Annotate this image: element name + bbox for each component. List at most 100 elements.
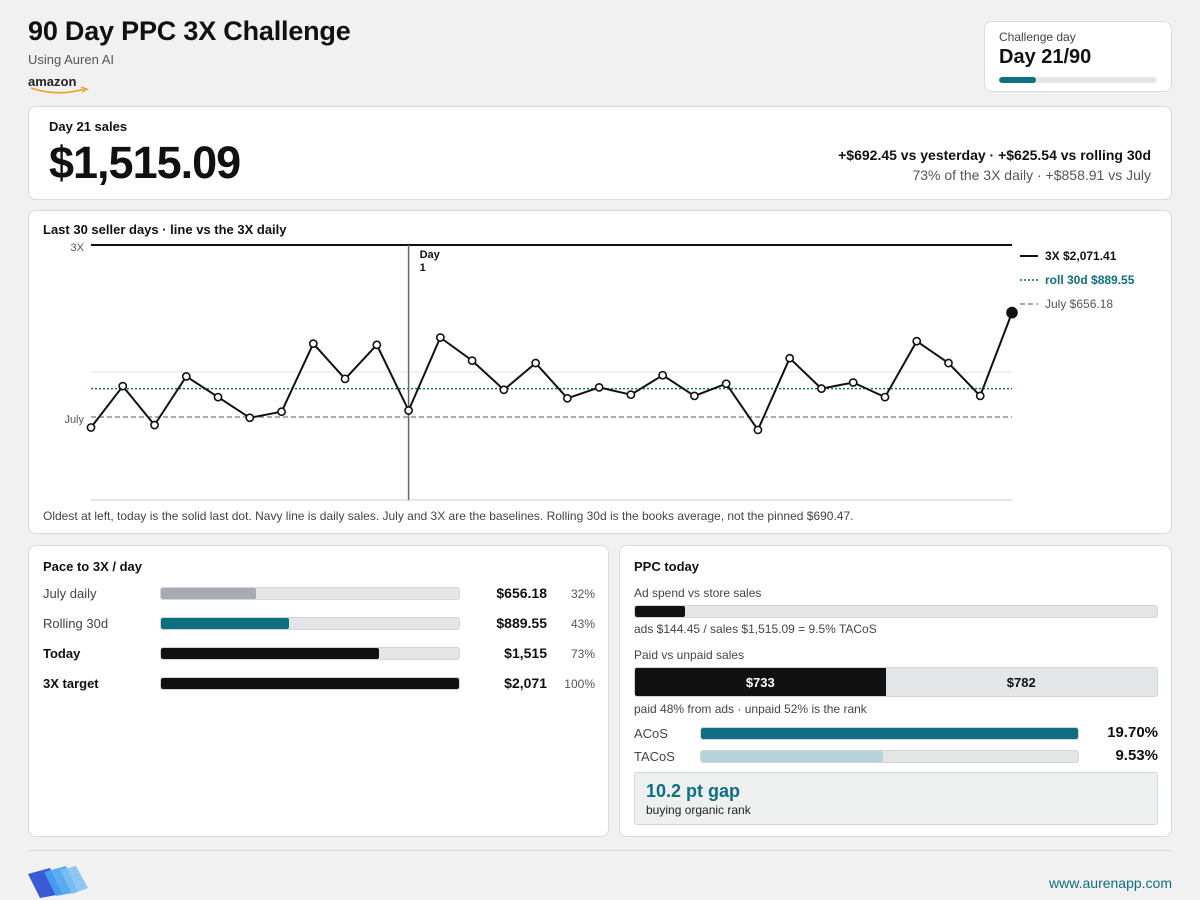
pace-row-label: Today (43, 646, 81, 661)
pace-row-value: $656.18 (496, 585, 547, 601)
daily-sales-point (912, 336, 922, 346)
daily-sales-point (181, 372, 191, 381)
daily-sales-point (626, 390, 636, 400)
page-title: 90 Day PPC 3X Challenge (28, 16, 351, 46)
daily-sales-point (975, 391, 985, 401)
paid-unpaid-detail: paid 48% from ads · unpaid 52% is the ra… (634, 702, 867, 716)
daily-sales-point (245, 413, 255, 423)
daily-sales-point (594, 382, 604, 392)
daily-sales-point (658, 370, 668, 380)
sales-label: Day 21 sales (49, 119, 128, 134)
acos-label: ACoS (634, 726, 668, 741)
daily-sales-point (531, 358, 541, 368)
challenge-progress-track (999, 77, 1157, 83)
daily-sales-point (499, 385, 509, 395)
amazon-smile-icon (30, 86, 89, 94)
pace-row-fill (161, 588, 257, 599)
pace-row-track (160, 617, 460, 630)
challenge-day-value: Day 21/90 (999, 46, 1092, 68)
sales-amount: $1,515.09 (49, 137, 241, 188)
daily-sales-points (86, 306, 1018, 435)
y-label-3x: 3X (71, 242, 85, 254)
pace-row-track (160, 677, 460, 690)
sales-comparison-primary: +$692.45 vs yesterday · +$625.54 vs roll… (838, 147, 1151, 163)
pace-title: Pace to 3X / day (43, 559, 142, 574)
pace-row-value: $1,515 (504, 645, 547, 661)
legend-3x: 3X $2,071.41 (1045, 249, 1117, 263)
pace-row-target: 3X target $2,071 100% (43, 674, 595, 694)
challenge-progress-fill (999, 77, 1036, 83)
daily-sales-point (404, 406, 413, 415)
pace-row-track (160, 647, 460, 660)
ad-spend-detail: ads $144.45 / sales $1,515.09 = 9.5% TAC… (634, 622, 877, 636)
daily-sales-point (435, 333, 445, 342)
chart-title: Last 30 seller days · line vs the 3X dai… (43, 222, 287, 237)
pace-row-fill (161, 618, 290, 629)
pace-row-label: July daily (43, 586, 97, 601)
daily-sales-point (817, 384, 826, 393)
ppc-title: PPC today (634, 559, 700, 574)
pace-row-fill (161, 648, 379, 659)
daily-sales-line (90, 312, 1013, 431)
pace-row-percent: 100% (564, 677, 595, 691)
tacos-fill (701, 751, 884, 762)
daily-sales-point (785, 353, 795, 363)
chart-caption: Oldest at left, today is the solid last … (43, 509, 854, 523)
sales-line-chart: 3X July Day 1 3X $2,071.41 roll 30d $889… (64, 242, 1135, 501)
amazon-logo: amazon (28, 74, 77, 89)
pace-row-percent: 73% (570, 647, 595, 661)
pace-row-rolling: Rolling 30d $889.55 43% (43, 614, 595, 634)
daily-sales-point (880, 392, 890, 402)
daily-sales-point (690, 391, 699, 401)
acos-metric: ACoS 19.70% (634, 724, 1158, 742)
legend-july: July $656.18 (1045, 297, 1113, 311)
daily-sales-point (467, 356, 477, 366)
daily-sales-point (721, 379, 731, 389)
pace-row-value: $889.55 (496, 615, 547, 631)
tacos-value: 9.53% (1115, 747, 1158, 764)
daily-sales-point (213, 392, 223, 402)
y-label-july: July (64, 414, 84, 426)
acos-value: 19.70% (1107, 724, 1158, 741)
sales-comparison-secondary: 73% of the 3X daily · +$858.91 vs July (912, 167, 1151, 183)
daily-sales-point (753, 425, 763, 435)
day-1-marker-label-number: 1 (420, 262, 426, 274)
gap-subtext: buying organic rank (646, 803, 751, 817)
footer-divider (28, 850, 1172, 851)
pace-card: Pace to 3X / day July daily $656.18 32% … (28, 545, 609, 837)
legend-roll: roll 30d $889.55 (1045, 273, 1135, 287)
daily-sales-point (86, 423, 96, 432)
sales-chart-card: Last 30 seller days · line vs the 3X dai… (28, 210, 1172, 534)
pace-row-percent: 32% (570, 587, 595, 601)
challenge-day-label: Challenge day (999, 30, 1076, 44)
pace-row-value: $2,071 (504, 675, 547, 691)
today-point (1006, 306, 1018, 319)
challenge-day-card: Challenge day Day 21/90 (984, 21, 1172, 92)
unpaid-segment: $782 (885, 668, 1157, 696)
paid-unpaid-label: Paid vs unpaid sales (634, 648, 745, 662)
daily-sales-point (848, 378, 858, 387)
sales-card: Day 21 sales $1,515.09 +$692.45 vs yeste… (28, 106, 1172, 200)
daily-sales-point (308, 339, 318, 349)
daily-sales-point (150, 420, 159, 430)
ad-spend-track (634, 605, 1158, 618)
daily-sales-point (372, 340, 382, 350)
daily-sales-point (944, 358, 953, 368)
ad-spend-fill (635, 606, 685, 617)
tacos-track (700, 750, 1079, 763)
page-subtitle: Using Auren AI (28, 52, 114, 67)
paid-segment: $733 (635, 668, 886, 696)
day-1-marker-label: Day (420, 249, 441, 261)
pace-row-label: 3X target (43, 676, 99, 691)
pace-row-fill (161, 678, 459, 689)
pace-row-today: Today $1,515 73% (43, 644, 595, 664)
tacos-label: TACoS (634, 749, 675, 764)
daily-sales-point (277, 407, 286, 417)
footer-website-link[interactable]: www.aurenapp.com (1049, 875, 1172, 891)
paid-unpaid-bar: $733 $782 (634, 667, 1158, 697)
pace-row-july: July daily $656.18 32% (43, 584, 595, 604)
ad-spend-label: Ad spend vs store sales (634, 586, 762, 600)
daily-sales-point (118, 381, 128, 391)
pace-row-track (160, 587, 460, 600)
pace-row-percent: 43% (570, 617, 595, 631)
